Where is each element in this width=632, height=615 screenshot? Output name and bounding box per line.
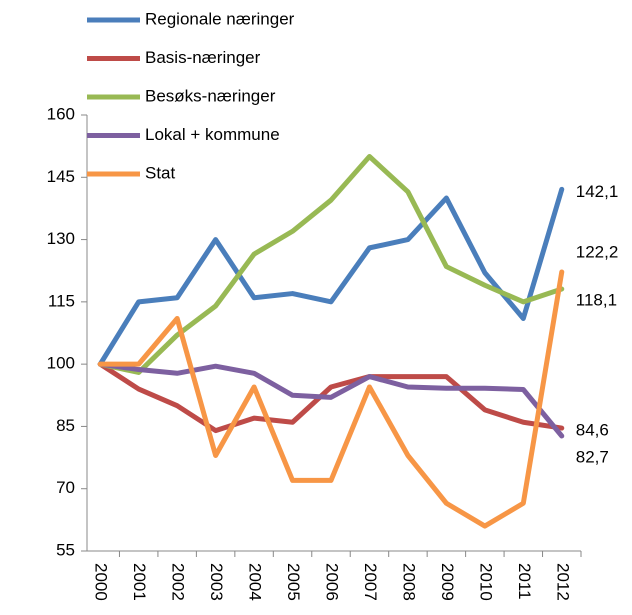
x-tick-label: 2010: [476, 563, 495, 601]
y-tick-label: 145: [47, 167, 75, 186]
x-tick-label: 2007: [361, 563, 380, 601]
value-label: 122,2: [576, 242, 619, 261]
x-tick-label: 2011: [515, 563, 534, 600]
y-tick-label: 100: [47, 354, 75, 373]
x-tick-label: 2003: [207, 563, 226, 601]
legend-label: Lokal + kommune: [145, 125, 280, 144]
x-tick-label: 2005: [284, 563, 303, 601]
series-line: [97, 186, 565, 367]
value-label: 142,1: [576, 182, 619, 201]
legend-label: Regionale næringer: [145, 9, 295, 28]
series-line: [97, 154, 565, 375]
y-tick-label: 115: [48, 291, 75, 310]
y-tick-label: 55: [56, 540, 75, 559]
series-line: [97, 361, 565, 434]
legend-label: Stat: [145, 163, 176, 182]
value-label: 82,7: [576, 447, 609, 466]
x-tick-label: 2012: [553, 563, 572, 601]
legend-label: Basis-næringer: [145, 48, 261, 67]
y-tick-label: 130: [47, 229, 75, 248]
y-tick-label: 85: [56, 416, 75, 435]
x-tick-label: 2009: [438, 563, 457, 601]
value-label: 84,6: [576, 421, 609, 440]
series-line: [97, 269, 565, 529]
series-line: [97, 361, 565, 439]
x-tick-label: 2001: [130, 563, 149, 601]
x-tick-label: 2004: [246, 563, 265, 601]
legend-label: Besøks-næringer: [145, 86, 276, 105]
x-tick-label: 2008: [399, 563, 418, 601]
x-tick-label: 2006: [323, 563, 342, 601]
x-tick-label: 2002: [169, 563, 188, 601]
value-label: 118,1: [576, 290, 617, 309]
y-tick-label: 70: [56, 478, 75, 497]
y-tick-label: 160: [47, 104, 75, 123]
x-tick-label: 2000: [92, 563, 111, 601]
